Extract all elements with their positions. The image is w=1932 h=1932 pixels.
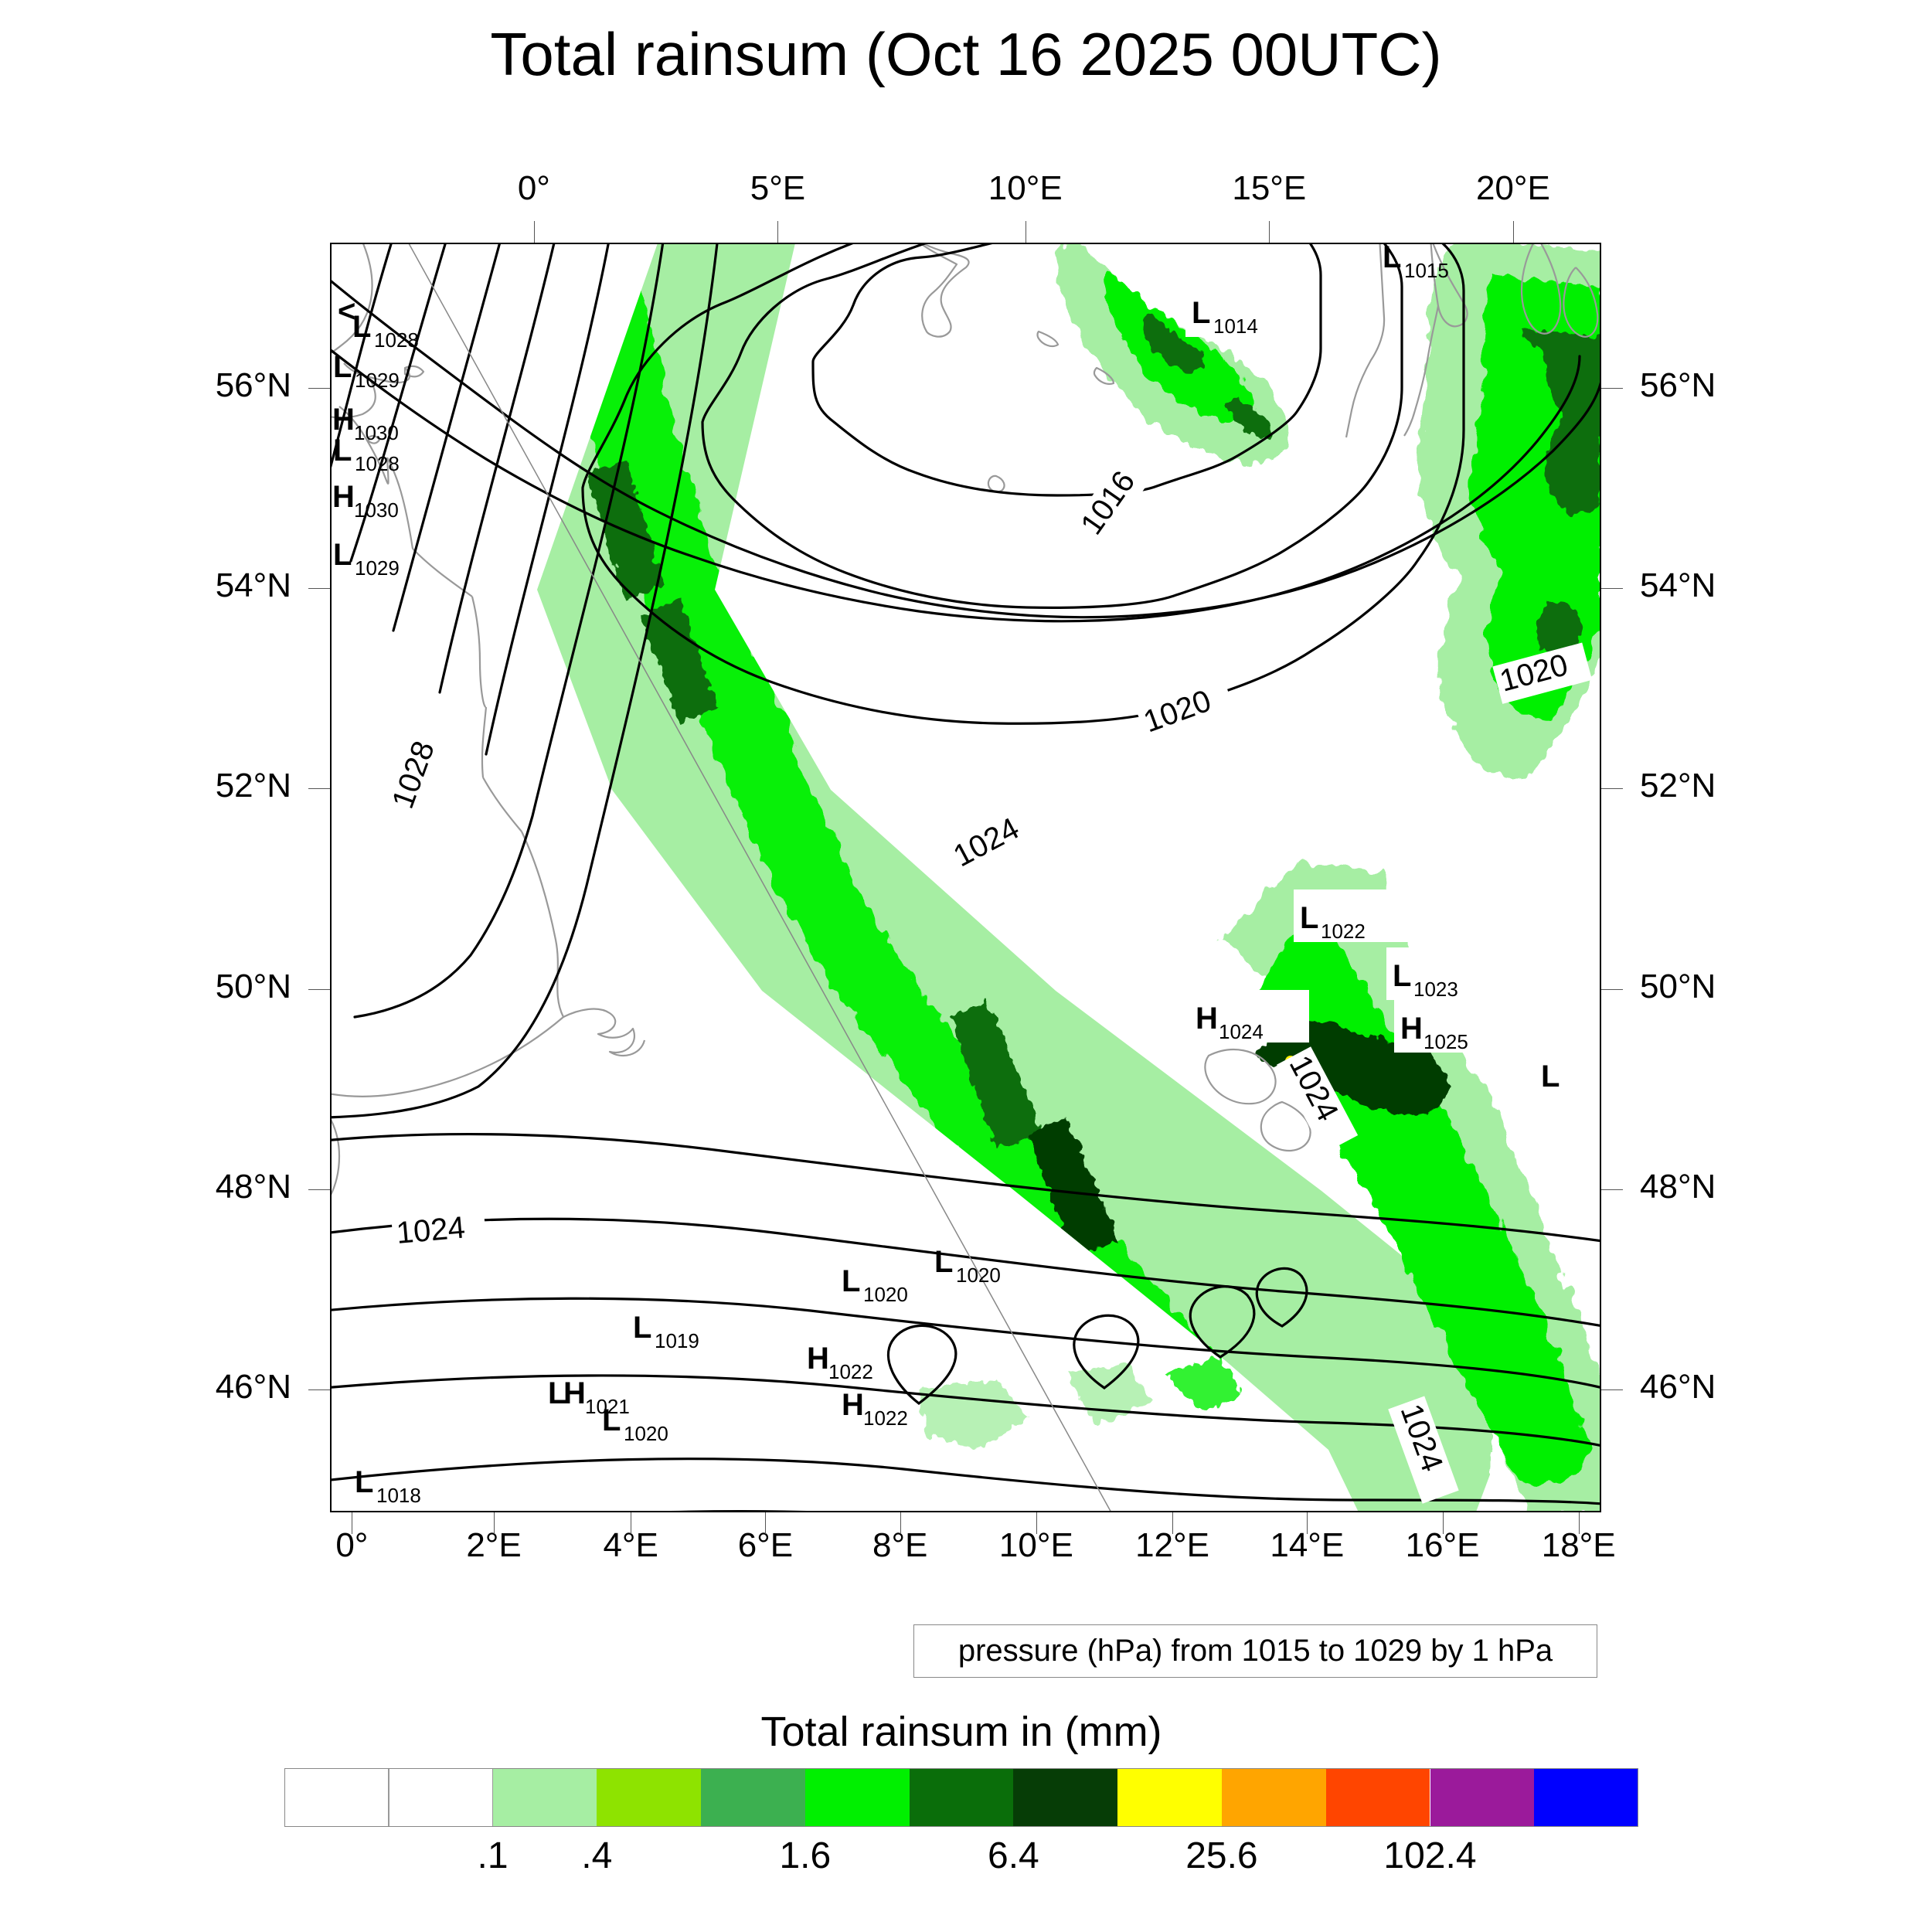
svg-text:1030: 1030 [354, 421, 399, 444]
svg-text:L: L [1300, 901, 1318, 935]
svg-text:1020: 1020 [863, 1283, 908, 1306]
svg-text:1022: 1022 [828, 1360, 873, 1383]
svg-text:1022: 1022 [1321, 920, 1366, 943]
svg-text:H: H [1196, 1002, 1218, 1036]
svg-text:1020: 1020 [624, 1422, 668, 1445]
svg-text:1025: 1025 [1423, 1030, 1468, 1053]
svg-text:L: L [1393, 959, 1411, 993]
svg-text:L: L [1541, 1060, 1560, 1094]
svg-text:1020: 1020 [956, 1264, 1001, 1287]
svg-text:L: L [333, 538, 352, 572]
svg-text:1029: 1029 [355, 369, 400, 392]
svg-text:L: L [602, 1403, 621, 1437]
svg-text:1028: 1028 [374, 328, 419, 352]
svg-text:1024: 1024 [1219, 1020, 1264, 1043]
svg-text:1023: 1023 [1413, 978, 1458, 1001]
svg-text:L: L [352, 310, 371, 344]
svg-text:L: L [355, 1465, 373, 1499]
svg-text:H: H [332, 403, 355, 437]
svg-text:L: L [1192, 296, 1210, 330]
svg-text:1029: 1029 [355, 556, 400, 580]
svg-text:1014: 1014 [1213, 315, 1258, 338]
svg-text:L: L [934, 1245, 953, 1279]
svg-text:1030: 1030 [354, 498, 399, 522]
svg-text:L: L [333, 434, 352, 468]
svg-text:L: L [842, 1264, 860, 1298]
svg-text:L: L [333, 350, 352, 384]
svg-text:1015: 1015 [1404, 259, 1449, 282]
svg-text:1019: 1019 [655, 1329, 699, 1352]
svg-text:H: H [807, 1342, 829, 1376]
svg-text:L: L [633, 1311, 651, 1345]
svg-text:1028: 1028 [355, 452, 400, 475]
svg-text:L: L [1383, 244, 1401, 274]
svg-text:1018: 1018 [376, 1484, 421, 1507]
svg-text:1024: 1024 [395, 1210, 466, 1250]
svg-text:1022: 1022 [863, 1406, 908, 1430]
svg-text:H: H [1400, 1012, 1423, 1046]
svg-text:H: H [563, 1376, 586, 1410]
svg-text:H: H [842, 1388, 864, 1422]
svg-text:H: H [332, 480, 355, 514]
